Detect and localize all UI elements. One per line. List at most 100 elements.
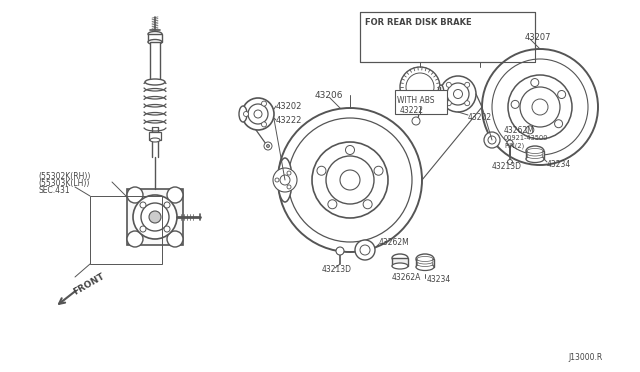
Circle shape bbox=[526, 126, 534, 134]
Text: 43202: 43202 bbox=[276, 102, 302, 110]
Circle shape bbox=[326, 156, 374, 204]
Circle shape bbox=[242, 98, 274, 130]
Text: WITH ABS: WITH ABS bbox=[397, 96, 435, 105]
Circle shape bbox=[488, 136, 496, 144]
Circle shape bbox=[446, 101, 451, 106]
Ellipse shape bbox=[148, 32, 162, 36]
Bar bbox=[395, 90, 447, 114]
Ellipse shape bbox=[527, 154, 543, 158]
Text: SEC.431: SEC.431 bbox=[38, 186, 70, 195]
Circle shape bbox=[280, 175, 290, 185]
Circle shape bbox=[312, 142, 388, 218]
Ellipse shape bbox=[417, 257, 433, 262]
Ellipse shape bbox=[527, 148, 543, 154]
Circle shape bbox=[507, 140, 513, 146]
Bar bbox=[90, 196, 162, 264]
Text: 43234: 43234 bbox=[547, 160, 572, 169]
Ellipse shape bbox=[526, 146, 544, 156]
Ellipse shape bbox=[417, 259, 433, 264]
Circle shape bbox=[440, 76, 476, 112]
Circle shape bbox=[164, 202, 170, 208]
Circle shape bbox=[167, 187, 183, 203]
Text: PIN(2): PIN(2) bbox=[504, 143, 524, 149]
Text: (55303K(LH)): (55303K(LH)) bbox=[38, 179, 90, 187]
Circle shape bbox=[374, 166, 383, 175]
Text: J13000.R: J13000.R bbox=[568, 353, 602, 362]
Circle shape bbox=[360, 245, 370, 255]
Circle shape bbox=[127, 231, 143, 247]
Circle shape bbox=[511, 100, 519, 108]
Ellipse shape bbox=[239, 106, 247, 122]
Text: 43262A: 43262A bbox=[392, 273, 421, 282]
Circle shape bbox=[317, 166, 326, 175]
Ellipse shape bbox=[438, 85, 444, 103]
Ellipse shape bbox=[148, 39, 162, 45]
Bar bbox=[360, 12, 535, 62]
Circle shape bbox=[273, 168, 297, 192]
Text: 43234: 43234 bbox=[427, 276, 451, 285]
Circle shape bbox=[412, 117, 420, 125]
Bar bbox=[416, 259, 434, 267]
Text: 43222: 43222 bbox=[400, 106, 424, 115]
Circle shape bbox=[447, 83, 469, 105]
Bar bbox=[392, 258, 408, 266]
Bar bbox=[149, 132, 161, 140]
Circle shape bbox=[275, 178, 279, 182]
Circle shape bbox=[557, 90, 566, 99]
Circle shape bbox=[287, 185, 291, 189]
Bar bbox=[148, 34, 162, 42]
Circle shape bbox=[346, 145, 355, 154]
Circle shape bbox=[555, 120, 563, 128]
Circle shape bbox=[127, 187, 143, 203]
Ellipse shape bbox=[416, 263, 434, 270]
Text: FOR REAR DISK BRAKE: FOR REAR DISK BRAKE bbox=[365, 17, 472, 26]
Ellipse shape bbox=[416, 254, 434, 264]
Circle shape bbox=[243, 112, 248, 116]
Circle shape bbox=[446, 82, 451, 87]
Circle shape bbox=[262, 122, 266, 127]
Ellipse shape bbox=[278, 158, 292, 202]
Ellipse shape bbox=[150, 138, 160, 142]
Circle shape bbox=[531, 78, 539, 87]
Circle shape bbox=[465, 82, 470, 87]
Circle shape bbox=[140, 226, 146, 232]
Text: 43206: 43206 bbox=[315, 90, 344, 99]
Text: 43213D: 43213D bbox=[322, 266, 352, 275]
Circle shape bbox=[288, 118, 412, 242]
Circle shape bbox=[264, 142, 272, 150]
Text: 43207: 43207 bbox=[525, 32, 552, 42]
Bar bbox=[127, 189, 183, 245]
Text: FRONT: FRONT bbox=[72, 272, 106, 296]
Circle shape bbox=[287, 171, 291, 175]
Circle shape bbox=[508, 160, 513, 164]
Circle shape bbox=[133, 195, 177, 239]
Circle shape bbox=[167, 231, 183, 247]
Ellipse shape bbox=[392, 254, 408, 262]
Ellipse shape bbox=[145, 79, 165, 85]
Circle shape bbox=[484, 132, 500, 148]
Ellipse shape bbox=[526, 155, 544, 163]
Circle shape bbox=[266, 144, 269, 148]
Ellipse shape bbox=[527, 151, 543, 156]
Circle shape bbox=[363, 200, 372, 209]
Circle shape bbox=[140, 202, 146, 208]
Circle shape bbox=[149, 211, 161, 223]
Text: 43213D: 43213D bbox=[492, 161, 522, 170]
Circle shape bbox=[328, 200, 337, 209]
Circle shape bbox=[520, 87, 560, 127]
Circle shape bbox=[532, 99, 548, 115]
Text: 43222: 43222 bbox=[276, 115, 302, 125]
Circle shape bbox=[336, 247, 344, 255]
Circle shape bbox=[454, 90, 463, 99]
Circle shape bbox=[141, 203, 169, 231]
Circle shape bbox=[278, 108, 422, 252]
Circle shape bbox=[492, 59, 588, 155]
Circle shape bbox=[508, 75, 572, 139]
Bar bbox=[526, 151, 544, 159]
Circle shape bbox=[406, 73, 434, 101]
Text: (55302K(RH)): (55302K(RH)) bbox=[38, 171, 90, 180]
Circle shape bbox=[248, 104, 268, 124]
Circle shape bbox=[400, 67, 440, 107]
Circle shape bbox=[465, 101, 470, 106]
Circle shape bbox=[262, 101, 266, 106]
